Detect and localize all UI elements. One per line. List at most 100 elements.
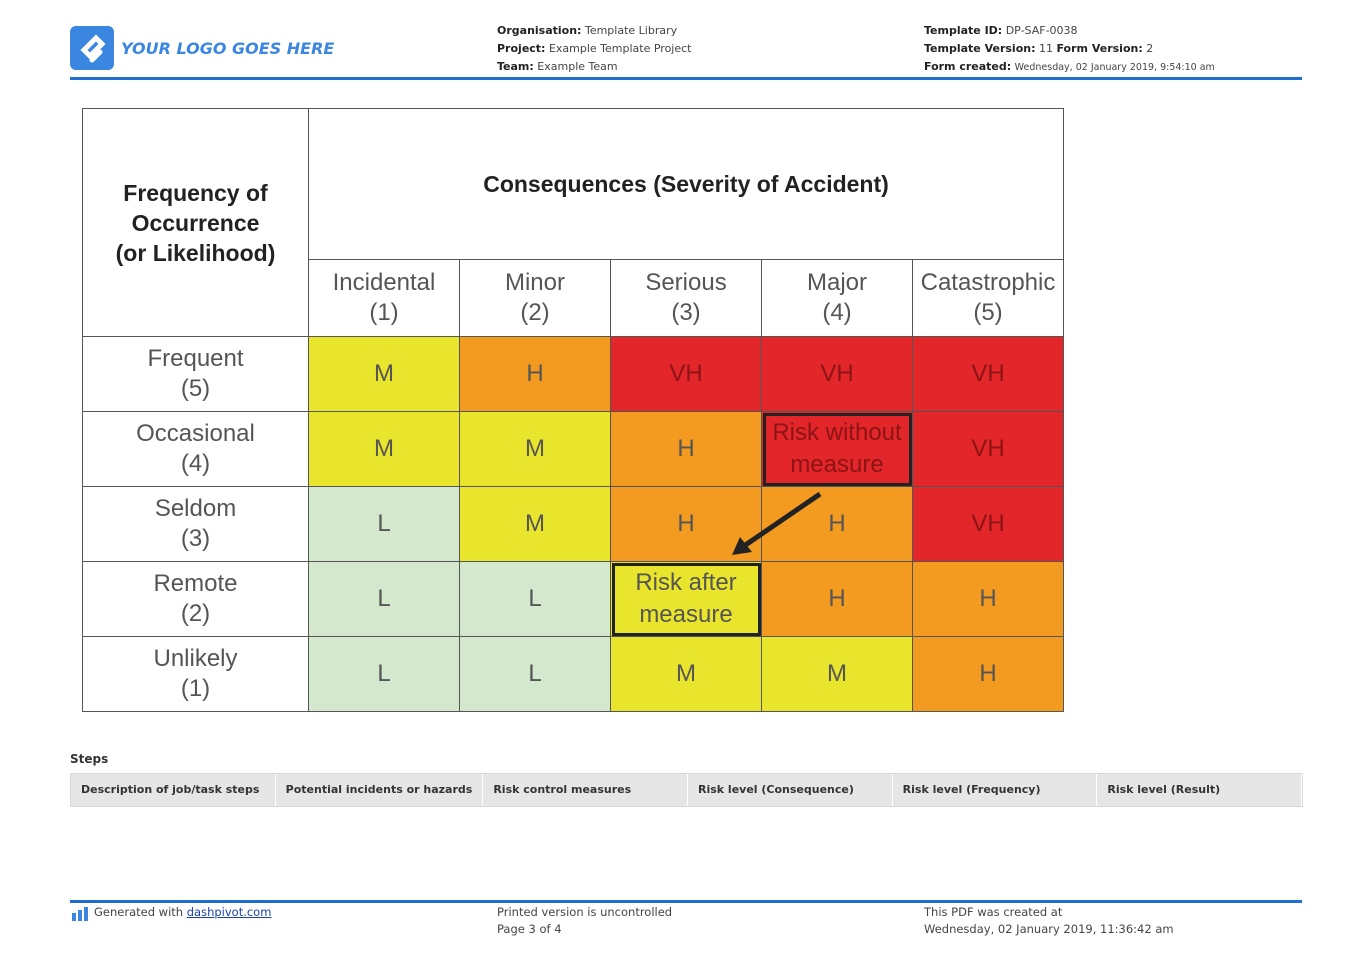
risk-cell: H: [912, 636, 1064, 712]
label: Template Version:: [924, 42, 1036, 55]
risk-cell: H: [610, 411, 762, 487]
annotation-line: Risk after: [635, 569, 737, 596]
label: Template ID:: [924, 24, 1003, 37]
corner-line: Frequency of: [123, 179, 268, 206]
text: Generated with: [94, 905, 184, 919]
risk-cell: VH: [912, 411, 1064, 487]
value: Example Template Project: [548, 42, 692, 55]
label: Organisation:: [497, 24, 582, 37]
label: Form created:: [924, 60, 1012, 73]
risk-cell: M: [308, 336, 460, 412]
corner-line: (or Likelihood): [115, 239, 276, 266]
row-name: Unlikely: [153, 645, 238, 672]
column-rank: (2): [520, 299, 550, 326]
title-row: Frequency of Occurrence (or Likelihood) Con…: [82, 108, 1064, 337]
matrix-row: Seldom (3) L M H H VH: [82, 486, 1064, 562]
value: 2: [1146, 42, 1154, 55]
text: Printed version is uncontrolled: [497, 905, 673, 919]
risk-cell: L: [459, 636, 611, 712]
annotation-line: measure: [790, 451, 884, 478]
risk-cell: M: [761, 636, 913, 712]
column-header: Serious (3): [610, 259, 762, 337]
logo-glyph: [80, 34, 106, 63]
risk-cell: M: [308, 411, 460, 487]
risk-cell: M: [459, 486, 611, 562]
row-name: Occasional: [136, 420, 255, 447]
logo-icon: [70, 26, 114, 70]
column-header: Catastrophic (5): [912, 259, 1064, 337]
risk-cell: L: [308, 561, 460, 637]
header-template: Template ID: DP-SAF-0038 Template Versio…: [924, 22, 1215, 77]
column-rank: (4): [822, 299, 852, 326]
column-rank: (3): [671, 299, 701, 326]
footer-icon: [72, 907, 88, 921]
risk-cell: H: [761, 561, 913, 637]
steps-column-header: Risk level (Frequency): [893, 774, 1098, 806]
annotation-line: Risk without: [772, 419, 902, 446]
annotated-cell: Risk after measure: [610, 561, 762, 637]
column-name: Minor: [504, 269, 565, 296]
corner-cell: Frequency of Occurrence (or Likelihood): [82, 108, 309, 337]
steps-column-header: Risk control measures: [483, 774, 688, 806]
value: Template Library: [584, 24, 678, 37]
column-name: Catastrophic: [920, 269, 1056, 296]
risk-cell: VH: [912, 336, 1064, 412]
column-name: Major: [806, 269, 867, 296]
risk-cell: VH: [610, 336, 762, 412]
label: Project:: [497, 42, 546, 55]
risk-cell: H: [761, 486, 913, 562]
row-name: Seldom: [154, 495, 237, 522]
footer-right: This PDF was created at Wednesday, 02 Ja…: [924, 904, 1174, 938]
text: Page 3 of 4: [497, 922, 562, 936]
risk-cell: L: [308, 636, 460, 712]
row-rank: (2): [180, 600, 211, 627]
header-rule: [70, 77, 1302, 80]
link[interactable]: dashpivot.com: [186, 905, 272, 919]
row-header: Occasional (4): [82, 411, 309, 487]
row-name: Remote: [153, 570, 238, 597]
column-header: Minor (2): [459, 259, 611, 337]
risk-cell: VH: [912, 486, 1064, 562]
text: Wednesday, 02 January 2019, 11:36:42 am: [924, 922, 1174, 936]
matrix-row: Occasional (4) M M H Risk without measure VH: [82, 411, 1064, 487]
column-row: Incidental (1) Minor (2) Serious (3) Major (4) C…: [83, 259, 1064, 337]
risk-cell: M: [610, 636, 762, 712]
footer-generated: Generated with dashpivot.com: [94, 904, 271, 921]
risk-matrix: Frequency of Occurrence (or Likelihood) Con…: [82, 108, 1064, 712]
corner-line: Occurrence: [131, 209, 260, 236]
steps-header: Description of job/task steps Potential i…: [70, 773, 1303, 807]
label: Team:: [497, 60, 534, 73]
steps-column-header: Risk level (Consequence): [688, 774, 893, 806]
risk-cell: H: [610, 486, 762, 562]
value: DP-SAF-0038: [1005, 24, 1078, 37]
matrix-row: Remote (2) L L Risk after measure H H: [82, 561, 1064, 637]
matrix-row: Frequent (5) M H VH VH VH: [82, 336, 1064, 412]
matrix-row: Unlikely (1) L L M M H: [82, 636, 1064, 712]
row-header: Remote (2): [82, 561, 309, 637]
row-header: Frequent (5): [82, 336, 309, 412]
label: Form Version:: [1056, 42, 1143, 55]
row-rank: (1): [180, 675, 211, 702]
header-meta: Organisation: Template Library Project: …: [497, 22, 692, 76]
steps-column-header: Description of job/task steps: [71, 774, 276, 806]
footer-middle: Printed version is uncontrolled Page 3 o…: [497, 904, 672, 938]
steps-column-header: Potential incidents or hazards: [276, 774, 484, 806]
row-rank: (5): [180, 375, 211, 402]
risk-cell: L: [308, 486, 460, 562]
annotated-cell: Risk without measure: [761, 411, 913, 487]
row-rank: (4): [180, 450, 211, 477]
risk-cell: H: [459, 336, 611, 412]
footer-rule: [70, 900, 1302, 903]
risk-cell: H: [912, 561, 1064, 637]
row-name: Frequent: [147, 345, 244, 372]
logo-text: YOUR LOGO GOES HERE: [121, 39, 335, 58]
column-name: Incidental: [332, 269, 436, 296]
column-rank: (5): [973, 299, 1003, 326]
row-header: Seldom (3): [82, 486, 309, 562]
column-header: Major (4): [761, 259, 913, 337]
column-header: Incidental (1): [308, 259, 460, 337]
annotation-line: measure: [639, 601, 733, 628]
row-header: Unlikely (1): [82, 636, 309, 712]
value: 11: [1038, 42, 1053, 55]
